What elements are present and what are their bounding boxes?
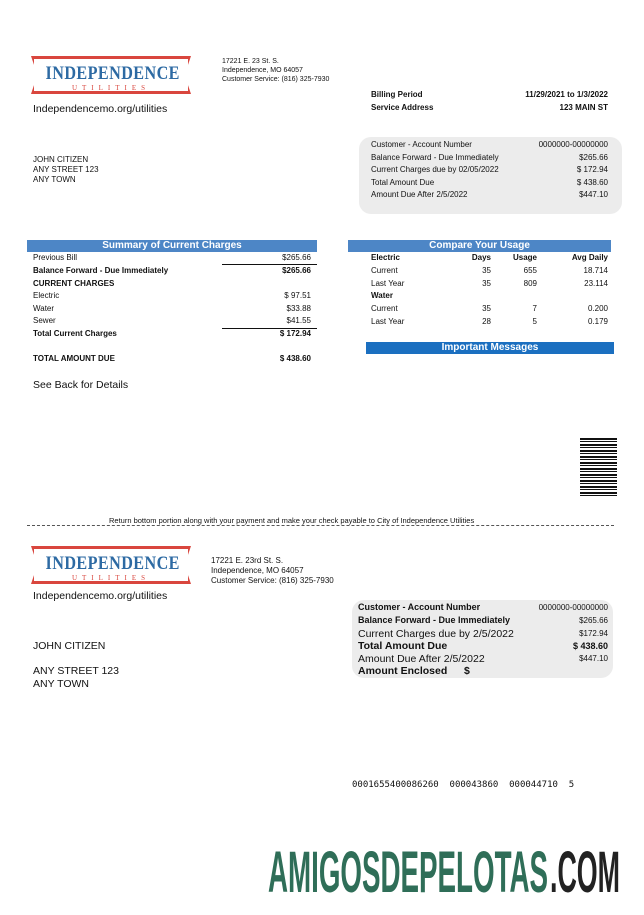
messages-title: Important Messages <box>366 342 614 354</box>
usage-cell: 35 <box>482 266 491 275</box>
billing-value: 11/29/2021 to 1/3/2022 <box>525 90 608 99</box>
usage-cell: 7 <box>532 304 537 313</box>
scan-line: 0001655400086260 000043860 000044710 5 <box>352 780 575 790</box>
usage-cell: 809 <box>523 279 537 288</box>
watermark: AMIGOSDEPELOTAS .COM <box>268 840 620 900</box>
summary-label: Water <box>33 304 55 313</box>
watermark-text: .COM <box>550 840 620 900</box>
usage-cell: 23.114 <box>584 279 608 288</box>
stub-label: Total Amount Due <box>358 640 448 652</box>
account-label: Total Amount Due <box>371 177 435 187</box>
stub-value: $ <box>464 665 470 677</box>
logo: INDEPENDENCE UTILITIES <box>31 56 191 94</box>
usage-section: Water <box>371 291 393 300</box>
note: See Back for Details <box>33 379 129 391</box>
usage-cell: 28 <box>482 316 491 326</box>
usage-cell: 0.200 <box>587 304 608 313</box>
logo-name: INDEPENDENCE <box>45 63 180 84</box>
website: Independencemo.org/utilities <box>33 103 168 115</box>
logo: INDEPENDENCE UTILITIES <box>31 546 191 584</box>
summary-label: Total Current Charges <box>33 329 117 338</box>
usage-cell: 18.714 <box>583 266 608 275</box>
stub-label: Amount Due After 2/5/2022 <box>358 653 485 665</box>
summary-label: Electric <box>33 291 60 300</box>
billing-value: 123 MAIN ST <box>559 103 608 112</box>
usage-header: Avg Daily <box>571 253 608 262</box>
billing-label: Billing Period <box>371 90 423 99</box>
summary-value: $33.88 <box>286 304 311 313</box>
account-value: $ 438.60 <box>576 177 608 187</box>
summary-label: TOTAL AMOUNT DUE <box>33 354 115 363</box>
account-value: 0000000-00000000 <box>538 140 608 149</box>
account-label: Current Charges due by 02/05/2022 <box>371 165 499 174</box>
tear-line <box>27 525 614 526</box>
summary-label: CURRENT CHARGES <box>33 279 115 288</box>
usage-header: Electric <box>371 253 400 262</box>
rule <box>222 264 317 265</box>
summary-value: $ 97.51 <box>284 291 311 300</box>
usage-header: Usage <box>512 253 537 262</box>
logo-sub: UTILITIES <box>71 84 151 92</box>
address-line: Customer Service: (816) 325-7930 <box>211 576 334 585</box>
stub-value: $172.94 <box>579 629 608 638</box>
website: Independencemo.org/utilities <box>33 590 168 602</box>
summary-value: $41.55 <box>286 316 311 325</box>
logo-name: INDEPENDENCE <box>45 553 180 574</box>
barcode <box>580 438 617 497</box>
usage-cell: Last Year <box>371 279 405 288</box>
customer-line: JOHN CITIZEN <box>33 640 106 652</box>
customer-line: ANY STREET 123 <box>33 165 99 174</box>
account-value: $265.66 <box>579 152 608 162</box>
account-value: $447.10 <box>579 190 608 199</box>
stub-value: $447.10 <box>579 654 608 663</box>
stub-label: Current Charges due by 2/5/2022 <box>358 628 514 640</box>
summary-value: $ 172.94 <box>279 329 311 338</box>
customer-line: ANY TOWN <box>33 175 76 184</box>
stub-value: $ 438.60 <box>572 641 608 651</box>
account-box <box>359 137 622 214</box>
summary-label: Previous Bill <box>33 253 78 262</box>
stub-value: 0000000-00000000 <box>538 603 608 612</box>
usage-cell: 5 <box>532 316 537 326</box>
rule <box>222 328 317 329</box>
usage-header: Days <box>471 253 491 262</box>
stub-label: Amount Enclosed <box>358 665 448 677</box>
usage-cell: 655 <box>523 266 537 275</box>
account-value: $ 172.94 <box>576 165 608 174</box>
address-line: Independence, MO 64057 <box>222 67 303 74</box>
usage-cell: 35 <box>482 304 491 313</box>
customer-line: ANY STREET 123 <box>33 665 119 677</box>
summary-title: Summary of Current Charges <box>27 240 317 252</box>
watermark-text: AMIGOSDEPELOTAS <box>268 840 548 900</box>
summary-value: $ 438.60 <box>279 354 311 363</box>
usage-cell: 0.179 <box>587 316 608 326</box>
summary-value: $265.66 <box>282 253 311 262</box>
address-line: Customer Service: (816) 325-7930 <box>222 76 330 83</box>
address-line: 17221 E. 23rd St. S. <box>211 556 284 565</box>
customer-line: JOHN CITIZEN <box>33 155 89 164</box>
logo-sub: UTILITIES <box>71 574 151 582</box>
usage-cell: Last Year <box>371 316 405 326</box>
stub-value: $265.66 <box>579 616 608 625</box>
address-line: 17221 E. 23 St. S. <box>222 58 279 65</box>
stub-label: Balance Forward - Due Immediately <box>358 615 511 625</box>
customer-line: ANY TOWN <box>33 678 90 690</box>
billing-label: Service Address <box>371 103 434 112</box>
usage-cell: 35 <box>482 279 491 288</box>
usage-cell: Current <box>371 266 398 275</box>
summary-label: Balance Forward - Due Immediately <box>33 266 169 275</box>
address-line: Independence, MO 64057 <box>211 566 304 575</box>
summary-value: $265.66 <box>282 266 311 275</box>
account-label: Customer - Account Number <box>371 140 472 149</box>
account-label: Amount Due After 2/5/2022 <box>371 190 468 199</box>
account-label: Balance Forward - Due Immediately <box>371 152 499 162</box>
return-note: Return bottom portion along with your pa… <box>108 516 476 525</box>
stub-label: Customer - Account Number <box>358 602 481 612</box>
usage-title: Compare Your Usage <box>348 240 611 252</box>
usage-cell: Current <box>371 304 398 313</box>
stub-box <box>352 600 613 678</box>
summary-label: Sewer <box>33 316 56 325</box>
